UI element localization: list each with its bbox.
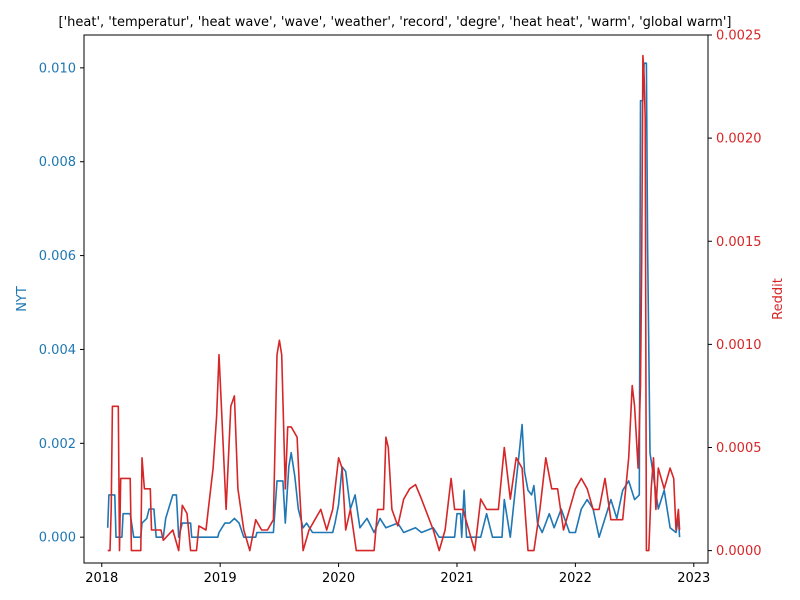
x-tick-label: 2022 — [559, 571, 592, 586]
left-y-tick-label: 0.008 — [39, 155, 76, 170]
left-y-tick-label: 0.010 — [39, 61, 76, 76]
right-y-tick-label: 0.0010 — [716, 338, 762, 353]
chart-title: ['heat', 'temperatur', 'heat wave', 'wav… — [59, 15, 732, 30]
plot-area — [106, 54, 681, 552]
left-axis-label: NYT — [15, 286, 30, 312]
right-y-tick-label: 0.0020 — [716, 132, 762, 147]
x-tick-label: 2021 — [440, 571, 473, 586]
x-tick-label: 2018 — [85, 571, 118, 586]
axes: 2018 2019 2020 2021 2022 2023 0.000 0.002 0.004 0… — [39, 29, 762, 587]
x-tick-label: 2023 — [677, 571, 710, 586]
x-tick-label: 2019 — [204, 571, 237, 586]
left-y-tick-label: 0.006 — [39, 249, 76, 264]
right-y-tick-label: 0.0025 — [716, 29, 762, 44]
left-y-tick-label: 0.004 — [39, 343, 76, 358]
right-y-tick-label: 0.0015 — [716, 235, 762, 250]
left-y-tick-label: 0.000 — [39, 531, 76, 546]
right-y-tick-label: 0.0000 — [716, 544, 762, 559]
right-axis-label: Reddit — [771, 278, 786, 320]
plot-frame — [83, 34, 709, 564]
left-y-tick-label: 0.002 — [39, 437, 76, 452]
right-y-tick-label: 0.0005 — [716, 441, 762, 456]
x-tick-label: 2020 — [322, 571, 355, 586]
reddit-series-line — [107, 54, 681, 552]
